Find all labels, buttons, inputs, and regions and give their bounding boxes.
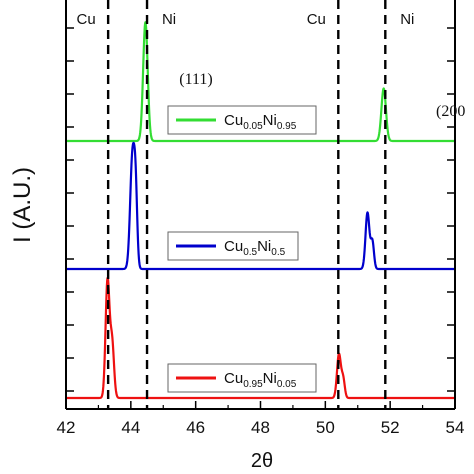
- series-line-2: [66, 276, 455, 400]
- x-tick-label-1: 44: [121, 418, 140, 437]
- x-tick-label-2: 46: [186, 418, 205, 437]
- legend-entry-1: Cu0.5Ni0.5: [167, 231, 299, 261]
- reference-lines: Cu Ni Cu Ni: [77, 0, 414, 409]
- reference-label-1: Ni: [162, 11, 176, 28]
- reference-label-0: Cu: [77, 11, 96, 28]
- annotation-111: (111): [179, 71, 212, 88]
- legend-entry-2: Cu0.95Ni0.05: [167, 363, 317, 393]
- x-tick-label-3: 48: [251, 418, 270, 437]
- x-tick-label-5: 52: [381, 418, 400, 437]
- annotation-200: (200: [436, 103, 465, 120]
- legend-label: Cu0.5Ni0.5: [224, 238, 286, 258]
- y-axis-title: I (A.U.): [9, 167, 36, 243]
- x-axis-title: 2θ: [251, 450, 273, 472]
- x-tick-label-0: 42: [57, 418, 76, 437]
- reference-label-3: Ni: [400, 11, 414, 28]
- legend-label: Cu0.05Ni0.95: [224, 112, 297, 132]
- plot-frame: [65, 0, 456, 410]
- legend: Cu0.05Ni0.95 Cu0.5Ni0.5 Cu0.95Ni0.05: [167, 105, 317, 393]
- axis-ticks: 42 44 46 48 50 52 54: [57, 27, 465, 437]
- series-line-1: [66, 141, 455, 271]
- series-line-0: [66, 21, 455, 143]
- legend-entry-0: Cu0.05Ni0.95: [167, 105, 317, 135]
- reference-label-2: Cu: [307, 11, 326, 28]
- x-tick-label-4: 50: [316, 418, 335, 437]
- x-tick-label-6: 54: [446, 418, 465, 437]
- legend-label: Cu0.95Ni0.05: [224, 370, 297, 390]
- series-layer: [66, 21, 455, 400]
